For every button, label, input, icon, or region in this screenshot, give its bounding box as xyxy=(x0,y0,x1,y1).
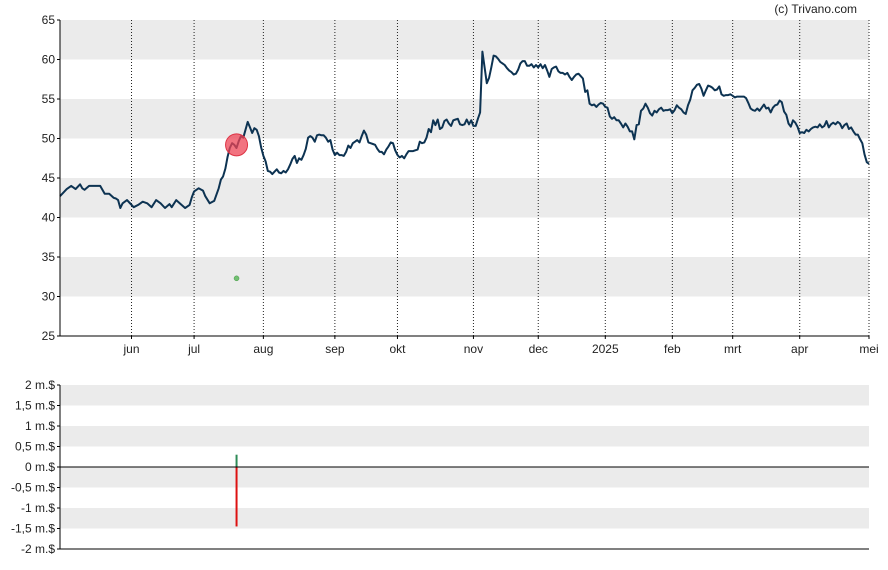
price-chart-bands xyxy=(60,20,869,297)
x-tick-label: dec xyxy=(529,342,548,356)
volume-y-tick-label: 0,5 m.$ xyxy=(15,440,55,454)
volume-y-tick-label: -1,5 m.$ xyxy=(11,522,55,536)
price-y-tick-label: 45 xyxy=(42,171,56,185)
price-y-tick-label: 35 xyxy=(42,250,56,264)
price-series xyxy=(59,50,870,209)
volume-y-tick-label: 2 m.$ xyxy=(25,378,55,392)
credit-label: (c) Trivano.com xyxy=(774,2,857,16)
event-marker-small xyxy=(233,275,240,282)
price-y-tick-label: 65 xyxy=(42,13,56,27)
x-tick-label: mei xyxy=(859,342,878,356)
event-markers xyxy=(225,133,249,282)
volume-y-tick-label: -1 m.$ xyxy=(21,501,55,515)
price-y-tick-label: 40 xyxy=(42,211,56,225)
price-y-tick-labels: 25 30 35 40 45 50 55 60 65 xyxy=(42,13,56,343)
axes xyxy=(57,19,870,550)
x-tick-label: sep xyxy=(325,342,345,356)
price-band xyxy=(60,99,869,139)
volume-band xyxy=(60,467,869,488)
price-band xyxy=(60,257,869,297)
volume-chart-bands xyxy=(60,385,869,529)
x-tick-labels: jun jul aug sep okt nov dec 2025 feb mrt apr mei xyxy=(123,342,879,356)
x-tick-label: jul xyxy=(187,342,200,356)
price-band xyxy=(60,178,869,218)
price-y-tick-label: 50 xyxy=(42,132,56,146)
volume-y-tick-label: -0,5 m.$ xyxy=(11,481,55,495)
x-tick-label: 2025 xyxy=(592,342,619,356)
volume-y-tick-label: 1,5 m.$ xyxy=(15,399,55,413)
x-tick-label: nov xyxy=(464,342,483,356)
x-tick-label: okt xyxy=(389,342,406,356)
x-tick-label: jun xyxy=(123,342,140,356)
volume-y-tick-label: 0 m.$ xyxy=(25,460,55,474)
volume-band xyxy=(60,385,869,406)
x-tick-label: mrt xyxy=(724,342,742,356)
x-tick-label: aug xyxy=(253,342,273,356)
x-tick-label: apr xyxy=(791,342,808,356)
price-band xyxy=(60,20,869,60)
price-y-tick-label: 25 xyxy=(42,329,56,343)
price-y-tick-label: 55 xyxy=(42,92,56,106)
price-y-tick-label: 60 xyxy=(42,53,56,67)
volume-band xyxy=(60,426,869,447)
price-line xyxy=(59,50,870,209)
event-marker-large xyxy=(225,133,249,157)
volume-y-tick-label: -2 m.$ xyxy=(21,542,55,556)
volume-y-tick-label: 1 m.$ xyxy=(25,419,55,433)
volume-y-tick-labels: -2 m.$ -1,5 m.$ -1 m.$ -0,5 m.$ 0 m.$ 0,5 m.$… xyxy=(11,378,55,556)
volume-band xyxy=(60,508,869,529)
x-tick-label: feb xyxy=(664,342,681,356)
price-y-tick-label: 30 xyxy=(42,290,56,304)
